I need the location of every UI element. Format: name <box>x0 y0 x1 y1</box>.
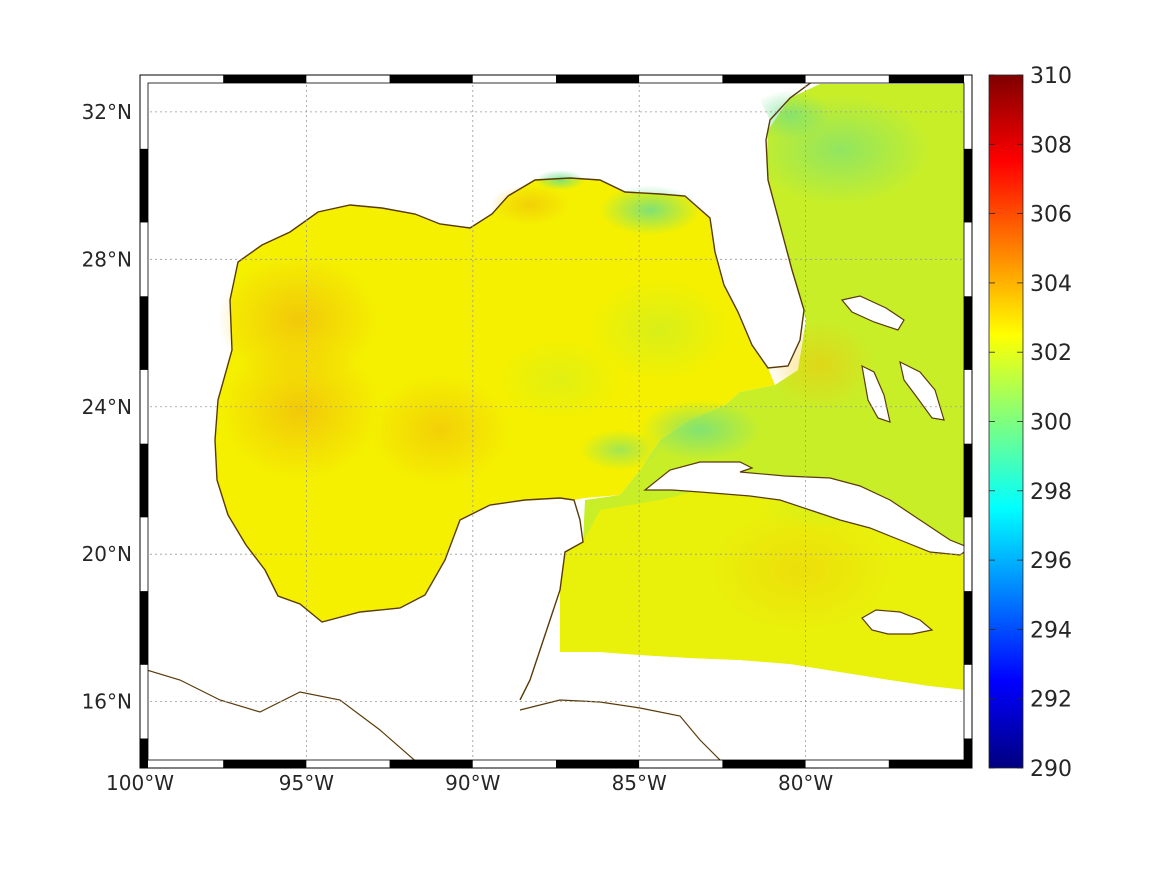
frame-segment <box>472 75 556 83</box>
frame-segment <box>140 517 148 592</box>
frame-segment <box>639 75 723 83</box>
frame-segment <box>888 75 972 83</box>
colorbar-label: 310 <box>1030 64 1072 89</box>
frame-segment <box>306 75 390 83</box>
latitude-label: 16°N <box>82 690 132 714</box>
frame-segment <box>556 75 640 83</box>
graticule-grid <box>140 75 972 768</box>
frame-inner-outline <box>147 82 965 761</box>
frame-segment <box>964 148 972 223</box>
longitude-label: 80°W <box>778 771 833 795</box>
frame-segment <box>140 443 148 518</box>
longitude-label: 100°W <box>106 771 174 795</box>
frame-segment <box>140 75 148 149</box>
frame-segment <box>888 760 972 768</box>
bahamas-island <box>861 364 891 423</box>
frame-segment <box>964 75 972 149</box>
frame-segment <box>639 760 723 768</box>
latitude-label: 20°N <box>82 542 132 566</box>
colorbar-label: 308 <box>1030 133 1072 158</box>
colorbar-label: 304 <box>1030 272 1072 297</box>
frame-segment <box>140 222 148 297</box>
colorbar-label: 306 <box>1030 203 1072 228</box>
frame-segment <box>964 664 972 739</box>
frame-segment <box>964 738 972 768</box>
frame-outline <box>139 74 973 769</box>
latitude-label: 28°N <box>82 247 132 271</box>
frame-segment <box>389 75 473 83</box>
latitude-label: 24°N <box>82 395 132 419</box>
frame-segment <box>805 75 889 83</box>
frame-segment <box>964 591 972 665</box>
florida-peninsula <box>690 88 804 368</box>
latitude-label: 32°N <box>82 100 132 124</box>
frame-segment <box>722 75 806 83</box>
frame-segment <box>722 760 806 768</box>
cuba-island <box>643 461 964 556</box>
longitude-tick-labels: 100°W 95°W 90°W 85°W 80°W <box>106 771 833 795</box>
frame-segment <box>140 148 148 223</box>
frame-segment <box>964 222 972 297</box>
colorbar-label: 294 <box>1030 618 1072 643</box>
frame-segment <box>472 760 556 768</box>
frame-segment <box>140 760 224 768</box>
colorbar-tick-labels: 310 308 306 304 302 300 298 296 294 292 290 <box>989 64 1072 782</box>
colorbar-label: 300 <box>1030 411 1072 436</box>
bahamas-island <box>899 360 945 421</box>
frame-segment <box>556 760 640 768</box>
frame-segment <box>964 369 972 444</box>
longitude-label: 90°W <box>445 771 500 795</box>
latitude-tick-labels: 32°N 28°N 24°N 20°N 16°N <box>82 100 132 714</box>
colorbar-label: 290 <box>1030 757 1072 782</box>
colorbar-label: 302 <box>1030 341 1072 366</box>
colorbar-label: 296 <box>1030 549 1072 574</box>
map-area <box>148 83 964 760</box>
frame-segment <box>140 75 224 83</box>
frame-segment <box>964 443 972 518</box>
longitude-label: 85°W <box>612 771 667 795</box>
colorbar-label: 298 <box>1030 480 1072 505</box>
map-frame <box>139 74 973 769</box>
gulf-coastline <box>214 83 812 441</box>
colorbar-label: 292 <box>1030 688 1072 713</box>
longitude-label: 95°W <box>279 771 334 795</box>
frame-segment <box>964 296 972 370</box>
bahamas-island <box>840 295 905 331</box>
frame-segment <box>223 75 307 83</box>
frame-segment <box>306 760 390 768</box>
frame-segment <box>389 760 473 768</box>
frame-segment <box>140 591 148 665</box>
frame-segment <box>140 664 148 739</box>
frame-segment <box>964 517 972 592</box>
mexico-coastline <box>214 439 584 701</box>
frame-segment <box>140 296 148 370</box>
yucatan-peninsula <box>430 498 583 700</box>
frame-segment <box>805 760 889 768</box>
frame-segment <box>140 369 148 444</box>
frame-segment <box>223 760 307 768</box>
frame-segment <box>140 738 148 768</box>
jamaica-island <box>861 609 934 635</box>
honduras-coastline <box>519 699 721 760</box>
